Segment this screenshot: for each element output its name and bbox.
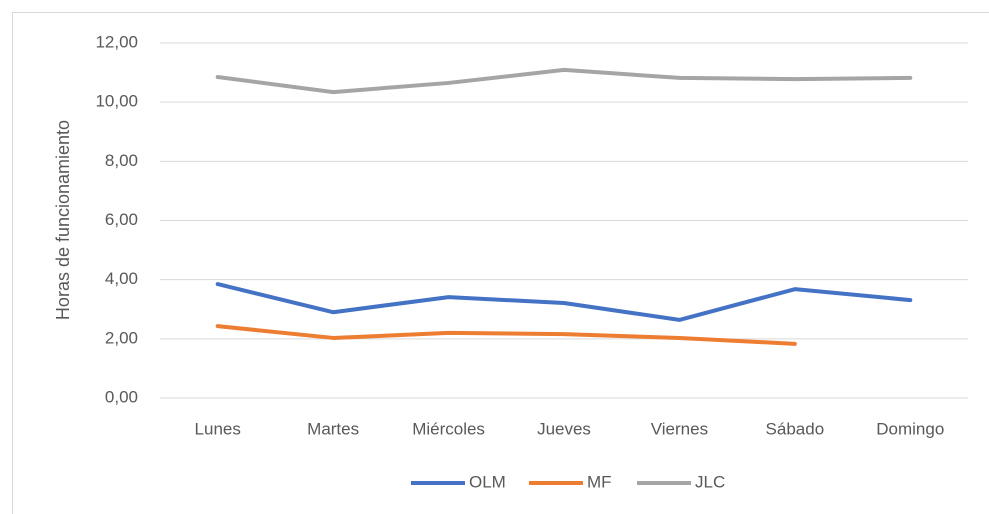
chart-border: [12, 12, 989, 514]
legend-label: OLM: [469, 472, 506, 491]
x-tick-label: Jueves: [537, 419, 591, 438]
y-tick-label: 4,00: [105, 269, 138, 288]
legend-label: JLC: [695, 472, 725, 491]
x-tick-label: Martes: [307, 419, 359, 438]
y-tick-label: 12,00: [95, 32, 138, 51]
x-tick-label: Viernes: [651, 419, 708, 438]
line-series: [215, 282, 913, 322]
y-tick-label: 8,00: [105, 151, 138, 170]
x-tick-label: Lunes: [195, 419, 241, 438]
x-tick-label: Domingo: [876, 419, 944, 438]
y-tick-label: 6,00: [105, 210, 138, 229]
y-tick-label: 0,00: [105, 387, 138, 406]
legend-label: MF: [587, 472, 612, 491]
x-tick-label: Sábado: [766, 419, 825, 438]
line-series: [215, 67, 913, 95]
y-axis-label: Horas de funcionamiento: [53, 120, 73, 320]
y-tick-label: 2,00: [105, 328, 138, 347]
x-tick-label: Miércoles: [412, 419, 485, 438]
y-tick-label: 10,00: [95, 92, 138, 111]
line-series: [215, 324, 797, 346]
